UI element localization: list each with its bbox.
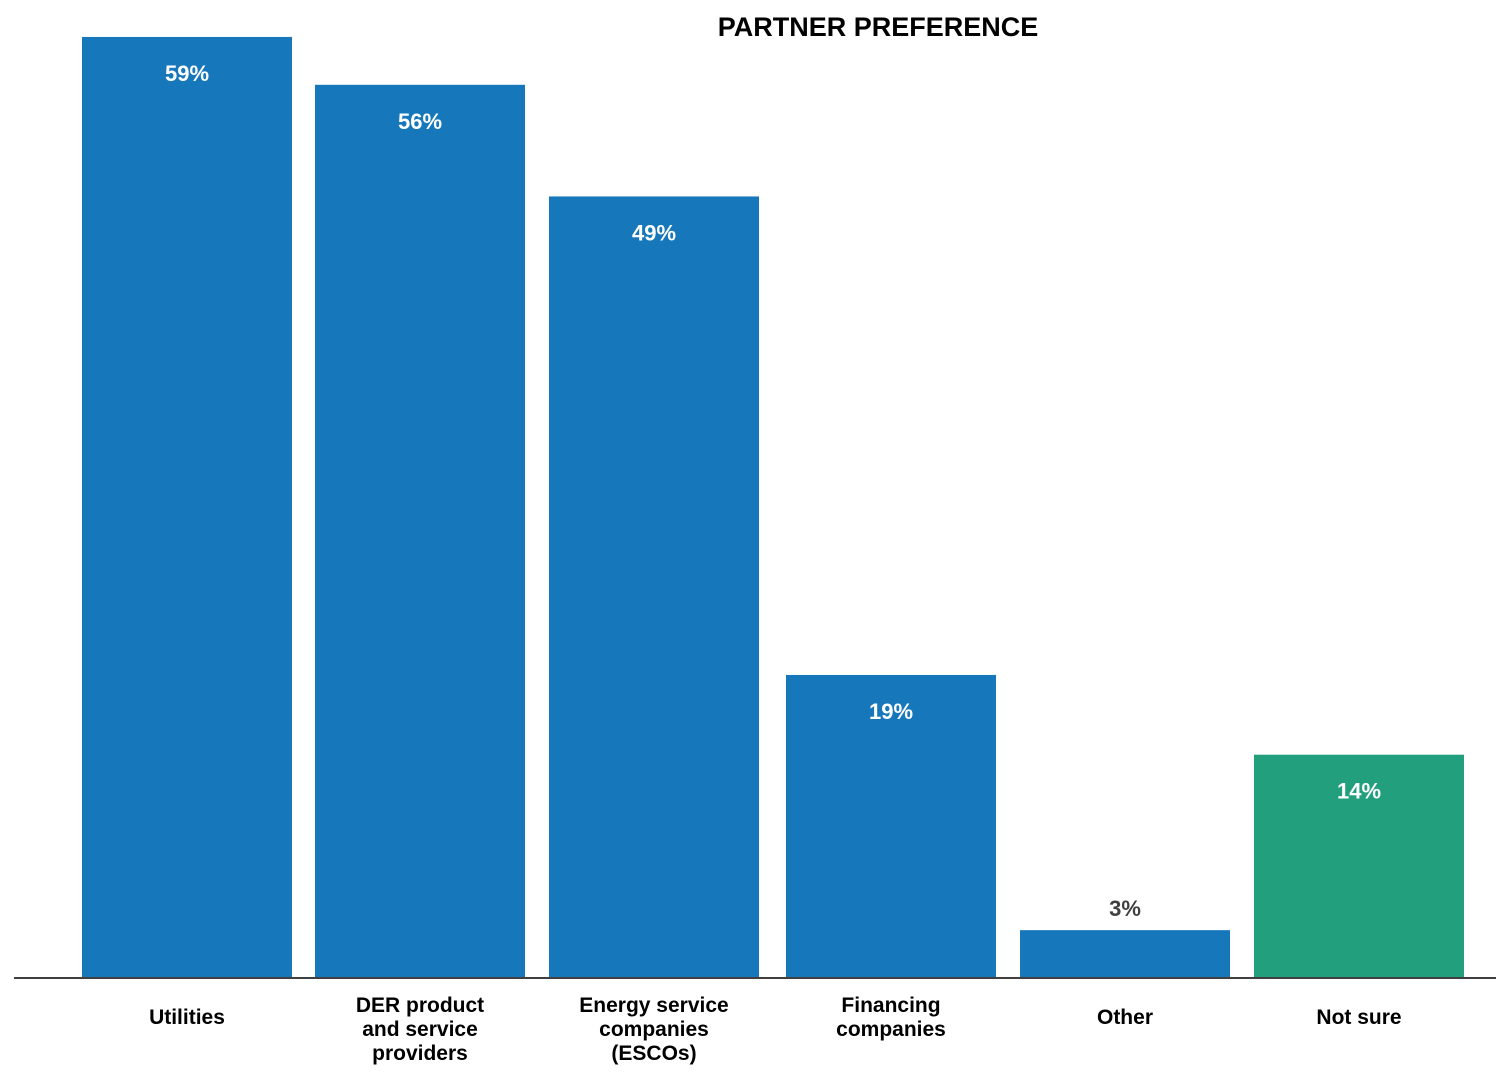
bar-value-label: 3%: [1109, 896, 1141, 921]
bar-0: [82, 36, 292, 978]
category-label-line: Not sure: [1316, 1006, 1401, 1029]
bar-3: [786, 674, 996, 978]
bar-value-label: 14%: [1337, 779, 1381, 804]
category-label-line: Other: [1097, 1006, 1153, 1029]
category-label-line: companies: [599, 1018, 709, 1041]
bar-5: [1254, 754, 1464, 978]
category-label: Energy service companies (ESCOs): [579, 994, 728, 1065]
category-label-line: Utilities: [149, 1006, 225, 1029]
bars-group: 59% 56% 49% 19% 3% 14%: [82, 36, 1464, 979]
category-label-line: providers: [372, 1042, 468, 1065]
category-label: Not sure: [1316, 1006, 1401, 1029]
category-label-line: Financing: [841, 994, 940, 1017]
category-label: Other: [1097, 1006, 1153, 1029]
category-label-line: (ESCOs): [611, 1042, 696, 1065]
category-label: Utilities: [149, 1006, 225, 1029]
bar-4: [1020, 930, 1230, 978]
bar-2: [549, 196, 759, 978]
category-label-line: companies: [836, 1018, 946, 1041]
bar-value-label: 59%: [165, 61, 209, 86]
category-label-line: and service: [362, 1018, 478, 1041]
bar-value-label: 19%: [869, 699, 913, 724]
category-labels-group: Utilities DER product and service providers…: [149, 994, 1402, 1065]
category-label-line: DER product: [356, 994, 484, 1017]
category-label-line: Energy service: [579, 994, 728, 1017]
bar-value-label: 56%: [398, 109, 442, 134]
bar-1: [315, 84, 525, 979]
chart-title: PARTNER PREFERENCE: [718, 12, 1039, 42]
bar-value-label: 49%: [632, 220, 676, 245]
category-label: DER product and service providers: [356, 994, 484, 1065]
category-label: Financing companies: [836, 994, 946, 1041]
